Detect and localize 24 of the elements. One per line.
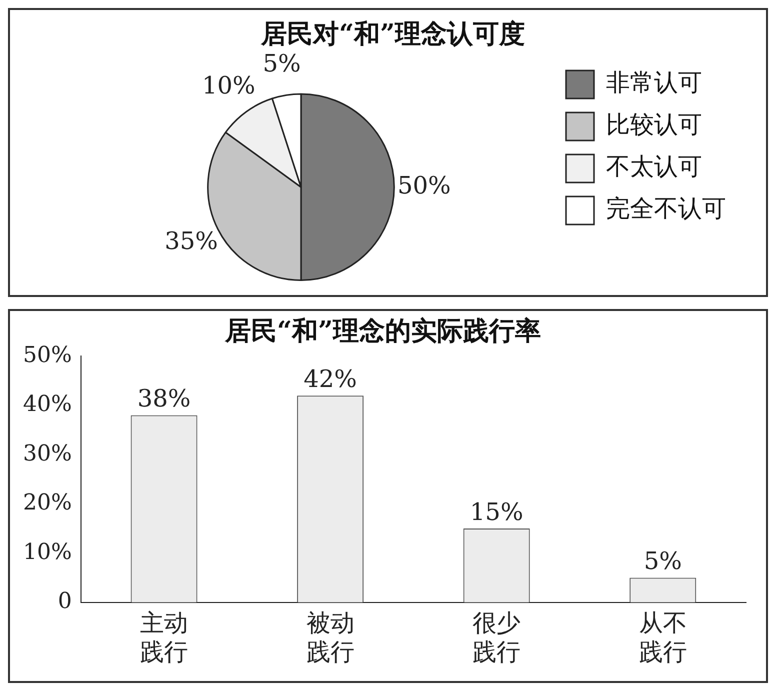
y-tick-label: 30%: [22, 441, 72, 466]
data-label: 38%: [137, 384, 191, 413]
data-label: 42%: [304, 364, 357, 393]
x-tick-label: 从不践行: [638, 609, 687, 666]
legend-label: 非常认可: [606, 68, 702, 97]
data-label: 35%: [164, 227, 218, 256]
data-label: 50%: [397, 171, 451, 200]
data-label: 15%: [470, 498, 524, 526]
y-tick-label: 20%: [22, 490, 72, 516]
y-tick-label: 50%: [22, 342, 72, 368]
y-tick-label: 10%: [22, 540, 72, 565]
legend-label: 不太认可: [606, 152, 702, 181]
x-tick-label: 被动践行: [306, 609, 354, 666]
y-tick-label: 0: [58, 589, 72, 614]
data-label: 10%: [202, 72, 256, 100]
data-label: 5%: [644, 547, 682, 576]
legend-label: 比较认可: [606, 110, 702, 139]
x-tick-label: 很少践行: [472, 609, 521, 666]
chart-title: 居民“和”理念的实际践行率: [224, 316, 541, 346]
y-tick-label: 40%: [22, 392, 72, 418]
x-tick-label: 主动践行: [140, 609, 188, 666]
legend-label: 完全不认可: [606, 194, 726, 223]
data-label: 5%: [262, 50, 301, 78]
chart-title: 居民对“和”理念认可度: [260, 19, 525, 50]
